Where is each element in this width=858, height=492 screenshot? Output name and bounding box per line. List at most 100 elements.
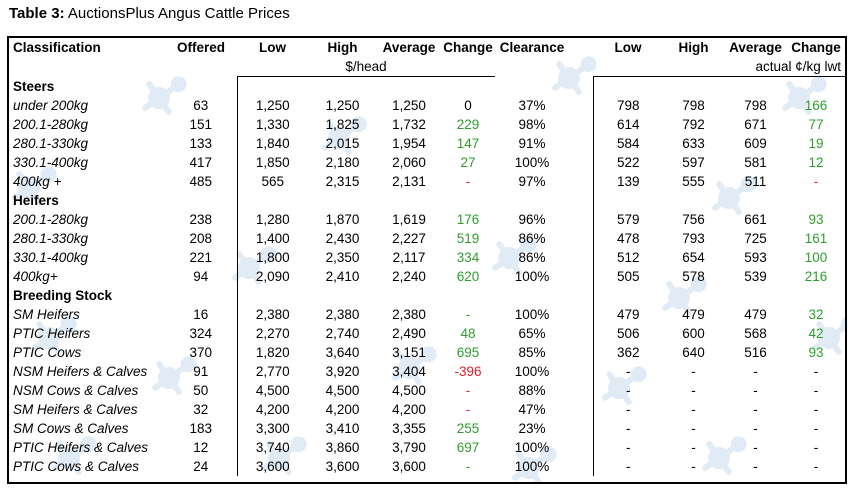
cell-low: 1,840 [236, 134, 308, 153]
header-kg-high: High [678, 40, 709, 55]
cell-offered: 16 [193, 307, 209, 322]
cell-gap [569, 400, 593, 419]
cell-high: 1,825 [325, 117, 360, 132]
cell-low: 2,270 [236, 324, 308, 343]
cell-low: 3,740 [236, 438, 308, 457]
cell-kg-average: 671 [744, 117, 767, 132]
cell-low: 3,600 [236, 457, 308, 476]
cell-high: 2,410 [325, 269, 360, 284]
cell-gap [569, 362, 593, 381]
cell-clearance: 65% [518, 326, 546, 341]
cell-kg-average: 725 [744, 231, 767, 246]
cell-kg-average: 539 [744, 269, 767, 284]
cell-average: 2,060 [392, 155, 426, 170]
cell-clearance: 100% [514, 440, 550, 455]
cell-average: 3,404 [392, 364, 426, 379]
section-title: Breeding Stock [13, 288, 113, 303]
cell-high: 3,640 [325, 345, 360, 360]
cell-kg-average: - [753, 421, 758, 436]
cell-clearance: 100% [514, 307, 550, 322]
cell-low: 2,090 [236, 267, 308, 286]
section-row: Breeding Stock [9, 286, 845, 305]
header-high: High [327, 40, 358, 55]
cell-average: 4,500 [392, 383, 426, 398]
cell-change: - [465, 174, 471, 189]
cell-low: 4,500 [236, 381, 308, 400]
cell-high: 4,500 [325, 383, 360, 398]
table-row: NSM Cows & Calves 50 4,500 4,500 4,500 - 88% - -… [9, 381, 845, 400]
cell-kg-average: - [753, 402, 758, 417]
cell-kg-change: - [813, 402, 819, 417]
row-label: NSM Cows & Calves [13, 383, 139, 398]
cell-low: 1,250 [236, 96, 308, 115]
header-average: Average [382, 40, 436, 55]
cell-kg-change: 77 [808, 117, 824, 132]
cell-clearance: 97% [518, 174, 546, 189]
cell-offered: 91 [193, 364, 209, 379]
cell-clearance: 23% [518, 421, 546, 436]
cell-high: 1,870 [325, 212, 360, 227]
cell-kg-low: 614 [592, 115, 663, 134]
cell-kg-high: 798 [682, 98, 705, 113]
price-table-frame: Classification Offered Low High Average … [7, 36, 847, 484]
table-row: 200.1-280kg 151 1,330 1,825 1,732 229 98% 614 79… [9, 115, 845, 134]
cell-offered: 24 [193, 459, 209, 474]
cell-kg-average: 609 [744, 136, 767, 151]
cell-kg-change: 42 [808, 326, 824, 341]
cell-offered: 485 [189, 174, 213, 189]
cell-gap [569, 153, 593, 172]
cell-kg-high: 792 [682, 117, 705, 132]
cell-kg-low: 505 [592, 267, 663, 286]
cell-change: - [465, 383, 471, 398]
cell-high: 2,740 [325, 326, 360, 341]
cell-change: 697 [456, 440, 480, 455]
row-label: PTIC Heifers [13, 326, 91, 341]
table-row: 280.1-330kg 208 1,400 2,430 2,227 519 86% 478 79… [9, 229, 845, 248]
cell-high: 3,410 [325, 421, 360, 436]
cell-average: 1,954 [392, 136, 426, 151]
table-row: 200.1-280kg 238 1,280 1,870 1,619 176 96% 579 75… [9, 210, 845, 229]
cell-kg-change: 100 [804, 250, 828, 265]
cell-average: 3,790 [392, 440, 426, 455]
cell-low: 2,770 [236, 362, 308, 381]
cell-gap [569, 343, 593, 362]
row-label: 280.1-330kg [13, 231, 89, 246]
cell-kg-high: - [691, 421, 696, 436]
cell-kg-high: 555 [682, 174, 705, 189]
cell-low: 1,850 [236, 153, 308, 172]
cell-kg-low: 479 [592, 305, 663, 324]
cell-kg-high: 597 [682, 155, 705, 170]
cell-offered: 133 [189, 136, 213, 151]
cell-low: 4,200 [236, 400, 308, 419]
cell-change: 334 [456, 250, 480, 265]
cell-high: 4,200 [325, 402, 360, 417]
cell-kg-change: - [813, 421, 819, 436]
row-label: PTIC Cows [13, 345, 82, 360]
cell-change: 48 [460, 326, 476, 341]
header-offered: Offered [176, 40, 225, 55]
cell-kg-change: 32 [808, 307, 824, 322]
cell-high: 2,315 [325, 174, 360, 189]
table-row: PTIC Heifers & Calves 12 3,740 3,860 3,790 69… [9, 438, 845, 457]
cell-kg-high: 479 [682, 307, 705, 322]
unit-kg: actual ¢/kg lwt [593, 57, 845, 77]
cell-kg-average: - [753, 459, 758, 474]
cell-kg-low: 506 [592, 324, 663, 343]
cell-clearance: 100% [514, 155, 550, 170]
cell-kg-change: - [813, 364, 819, 379]
cell-change: -396 [454, 364, 482, 379]
table-caption: Table 3: AuctionsPlus Angus Cattle Price… [9, 5, 290, 23]
cell-gap [569, 134, 593, 153]
cell-high: 2,350 [325, 250, 360, 265]
cell-kg-high: - [691, 459, 696, 474]
cell-average: 4,200 [392, 402, 426, 417]
cell-kg-high: 654 [682, 250, 705, 265]
cell-average: 2,131 [392, 174, 426, 189]
row-label: 330.1-400kg [13, 155, 89, 170]
cell-kg-low: - [592, 362, 663, 381]
cell-gap [569, 419, 593, 438]
cell-change: 620 [456, 269, 480, 284]
cell-kg-high: 793 [682, 231, 705, 246]
cell-low: 1,330 [236, 115, 308, 134]
table-row: SM Heifers 16 2,380 2,380 2,380 - 100% 479 479 47… [9, 305, 845, 324]
